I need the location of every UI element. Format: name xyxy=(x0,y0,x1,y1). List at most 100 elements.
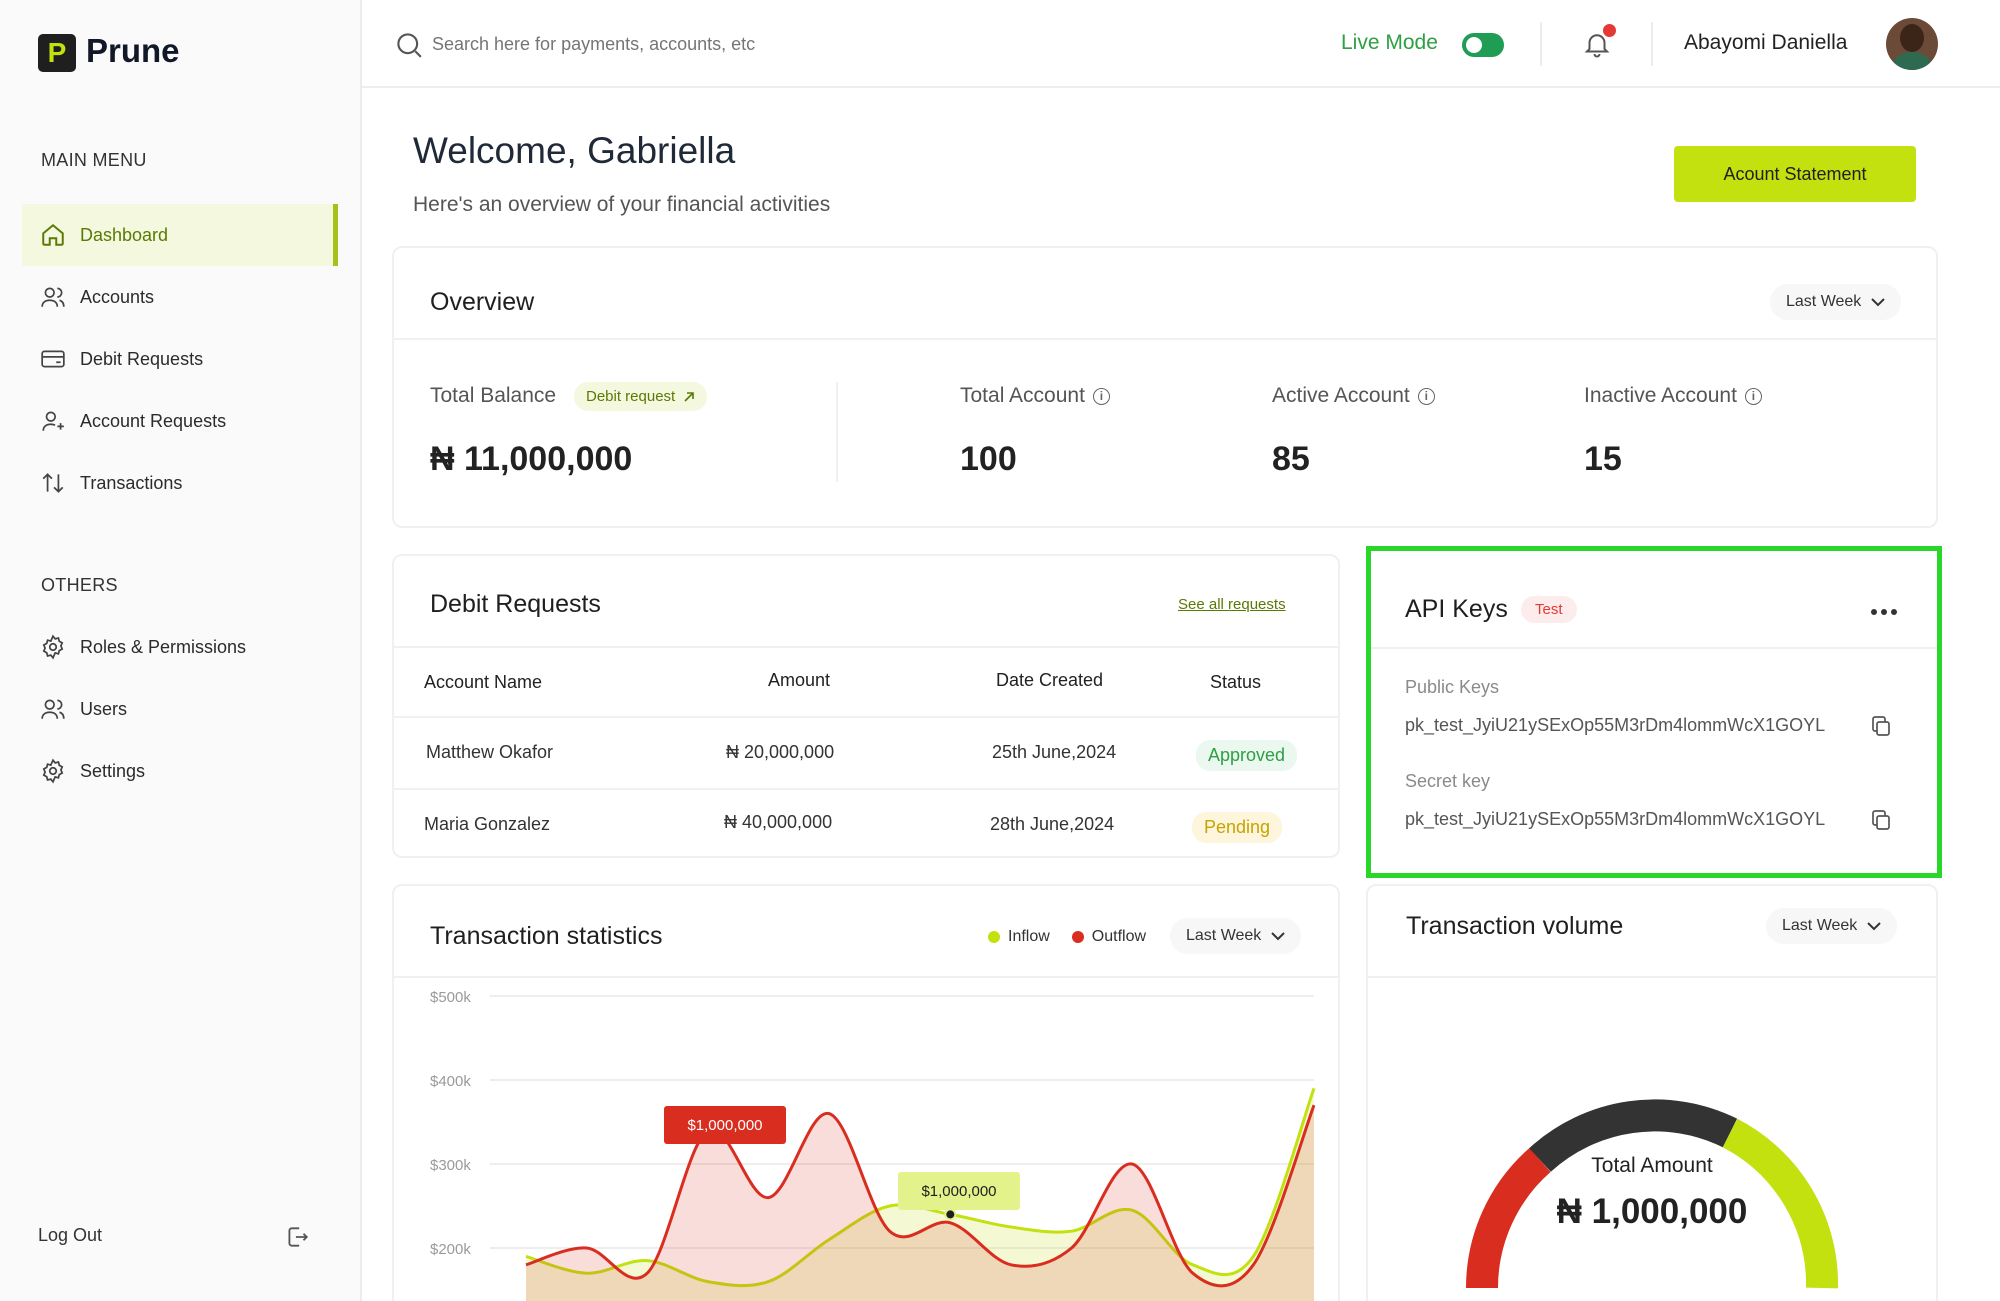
transaction-statistics-chart: $500k $400k $300k $200k xyxy=(430,989,1316,1301)
table-row[interactable]: Matthew Okafor ₦ 20,000,000 25th June,20… xyxy=(394,718,1338,788)
sidebar-item-label: Users xyxy=(80,698,128,719)
table-row[interactable]: Maria Gonzalez ₦ 40,000,000 28th June,20… xyxy=(394,790,1338,858)
chart-legend: Inflow Outflow xyxy=(988,928,1146,946)
active-account-label: Active Account i xyxy=(1272,384,1435,408)
badge-label: Debit request xyxy=(586,388,676,405)
volume-gauge xyxy=(1465,1099,1839,1289)
active-account-value: 85 xyxy=(1272,440,1310,478)
gauge-segment-red xyxy=(1465,1147,1551,1289)
test-env-badge: Test xyxy=(1521,596,1577,623)
column-header: Date Created xyxy=(996,670,1104,690)
sidebar: P Prune MAIN MENU Dashboard Accounts Deb… xyxy=(0,0,362,1301)
gauge-segment-dark xyxy=(1529,1099,1738,1173)
y-tick-label: $200k xyxy=(430,1241,471,1258)
home-icon xyxy=(42,223,64,246)
more-options-icon[interactable] xyxy=(1871,609,1897,615)
user-name[interactable]: Abayomi Daniella xyxy=(1684,31,1848,54)
outflow-line xyxy=(525,1104,1316,1288)
account-statement-button[interactable]: Acount Statement xyxy=(1674,146,1916,202)
notification-dot xyxy=(1603,24,1616,37)
avatar[interactable] xyxy=(1886,18,1938,70)
chevron-down-icon xyxy=(1871,298,1886,307)
column-header: Account Name xyxy=(424,672,543,692)
sidebar-item-settings[interactable]: Settings xyxy=(22,740,338,802)
sidebar-item-transactions[interactable]: Transactions xyxy=(22,452,338,514)
others-heading: OTHERS xyxy=(41,575,118,595)
outflow-tooltip: $1,000,000 xyxy=(664,1106,786,1144)
overview-period-select[interactable]: Last Week xyxy=(1770,284,1902,320)
inactive-account-value: 15 xyxy=(1584,440,1622,478)
sidebar-item-label: Account Requests xyxy=(80,410,227,431)
column-header: Amount xyxy=(768,670,831,690)
top-header: Live Mode Abayomi Daniella xyxy=(362,0,2000,88)
divider xyxy=(1368,976,1936,978)
sidebar-item-dashboard[interactable]: Dashboard xyxy=(22,204,338,266)
page-subtitle: Here's an overview of your financial act… xyxy=(413,193,831,216)
inflow-swatch xyxy=(988,931,1000,943)
sidebar-item-label: Accounts xyxy=(80,286,155,307)
total-amount-value: ₦ 1,000,000 xyxy=(1556,1192,1748,1231)
sidebar-item-account-requests[interactable]: Account Requests xyxy=(22,390,338,452)
status-badge: Approved xyxy=(1196,740,1298,771)
main-menu-heading: MAIN MENU xyxy=(41,150,147,170)
statistics-period-select[interactable]: Last Week xyxy=(1170,918,1302,954)
search-icon xyxy=(397,33,422,58)
sidebar-item-label: Transactions xyxy=(80,472,183,493)
account-name: Matthew Okafor xyxy=(426,742,554,762)
sidebar-item-users[interactable]: Users xyxy=(22,678,338,740)
sidebar-item-label: Debit Requests xyxy=(80,348,204,369)
copy-icon[interactable] xyxy=(1869,807,1893,833)
info-icon[interactable]: i xyxy=(1092,388,1110,405)
divider xyxy=(394,976,1338,978)
status-badge: Pending xyxy=(1192,812,1283,843)
copy-icon[interactable] xyxy=(1869,713,1893,739)
logout-link[interactable]: Log Out xyxy=(38,1225,103,1245)
search-input[interactable] xyxy=(432,26,992,62)
overview-title: Overview xyxy=(430,288,535,316)
users-icon xyxy=(41,287,65,307)
api-keys-title: API Keys xyxy=(1405,595,1508,623)
total-balance-value: ₦ 11,000,000 xyxy=(430,440,633,478)
public-key-label: Public Keys xyxy=(1405,677,1500,697)
volume-period-select[interactable]: Last Week xyxy=(1766,908,1898,944)
date-created: 25th June,2024 xyxy=(992,742,1117,762)
period-label: Last Week xyxy=(1186,927,1262,944)
y-tick-label: $500k xyxy=(430,989,471,1006)
divider xyxy=(394,788,1338,790)
sidebar-item-label: Settings xyxy=(80,760,146,781)
transaction-volume-title: Transaction volume xyxy=(1406,912,1624,940)
toggle-knob xyxy=(1466,37,1482,53)
secret-key-value: pk_test_JyiU21ySExOp55M3rDm4lommWcX1GOYL xyxy=(1405,809,1826,829)
sidebar-item-debit-requests[interactable]: Debit Requests xyxy=(22,328,338,390)
total-account-value: 100 xyxy=(960,440,1017,478)
transaction-volume-card: Transaction volume Last Week Total Amoun… xyxy=(1366,884,1938,1301)
period-label: Last Week xyxy=(1782,917,1858,934)
sidebar-item-roles-permissions[interactable]: Roles & Permissions xyxy=(22,616,338,678)
inflow-highlight-point[interactable] xyxy=(944,1208,957,1221)
info-icon[interactable]: i xyxy=(1417,388,1435,405)
outflow-area xyxy=(526,1105,1314,1301)
amount: ₦ 40,000,000 xyxy=(724,812,833,832)
arrows-updown-icon xyxy=(42,473,64,493)
sidebar-item-label: Dashboard xyxy=(80,224,169,245)
sidebar-item-accounts[interactable]: Accounts xyxy=(22,266,338,328)
chevron-down-icon xyxy=(1867,922,1882,931)
debit-request-badge[interactable]: Debit request xyxy=(574,382,708,411)
api-keys-card: API Keys Test Public Keys pk_test_JyiU21… xyxy=(1366,546,1942,878)
see-all-requests-link[interactable]: See all requests xyxy=(1178,596,1286,613)
divider xyxy=(394,716,1338,718)
bell-icon[interactable] xyxy=(1582,28,1612,60)
info-icon[interactable]: i xyxy=(1744,388,1762,405)
legend-inflow: Inflow xyxy=(1008,928,1050,945)
live-mode-toggle[interactable] xyxy=(1462,33,1504,57)
gauge-segment-green xyxy=(1722,1118,1839,1289)
divider xyxy=(836,382,838,482)
y-tick-label: $300k xyxy=(430,1157,471,1174)
users-icon xyxy=(41,699,65,719)
account-name: Maria Gonzalez xyxy=(424,814,551,834)
amount: ₦ 20,000,000 xyxy=(726,742,835,762)
secret-key-label: Secret key xyxy=(1405,771,1491,791)
debit-requests-card: Debit Requests See all requests Account … xyxy=(392,554,1340,858)
logout-icon[interactable] xyxy=(284,1224,310,1250)
column-header: Status xyxy=(1210,672,1262,692)
